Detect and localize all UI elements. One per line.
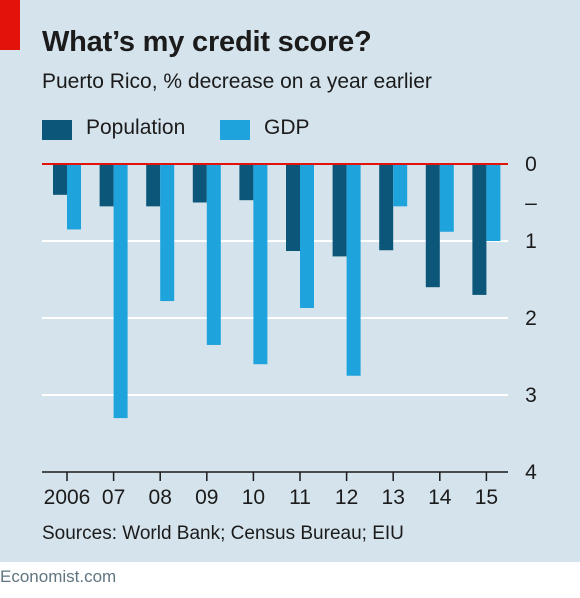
source-note: Sources: World Bank; Census Bureau; EIU (42, 523, 404, 544)
bar-population-13 (379, 164, 394, 251)
x-tick-label-07: 07 (102, 486, 125, 509)
x-tick-label-09: 09 (195, 486, 218, 509)
bar-gdp-09 (206, 164, 221, 345)
x-tick-label-15: 15 (475, 486, 498, 509)
bar-population-15 (472, 164, 487, 295)
bar-gdp-2006 (67, 164, 81, 230)
bar-gdp-12 (346, 164, 361, 376)
bar-population-07 (99, 164, 114, 207)
x-tick-label-14: 14 (428, 486, 452, 509)
x-tick-label-08: 08 (149, 486, 172, 509)
y-tick-label-1: 1 (525, 230, 537, 253)
chart-title: What’s my credit score? (42, 26, 372, 58)
x-tick-label-10: 10 (242, 486, 265, 509)
legend-label-population: Population (86, 116, 186, 139)
brand-tag (0, 0, 20, 50)
bar-population-10 (239, 164, 254, 201)
bar-population-08 (146, 164, 161, 207)
legend-label-gdp: GDP (264, 116, 310, 139)
bar-population-2006 (53, 164, 67, 195)
footer-credit: Economist.com (0, 567, 117, 586)
y-tick-label-4: 4 (525, 461, 537, 484)
legend-swatch-population (42, 120, 72, 140)
x-tick-label-12: 12 (335, 486, 358, 509)
y-tick-label-2: 2 (525, 307, 537, 330)
bar-population-12 (332, 164, 347, 257)
x-tick-label-11: 11 (289, 486, 311, 509)
bar-gdp-14 (439, 164, 454, 232)
bar-population-11 (286, 164, 300, 252)
legend-swatch-gdp (220, 120, 250, 140)
x-tick-label-13: 13 (382, 486, 405, 509)
y-tick-label-0.5: – (525, 192, 537, 215)
bar-gdp-13 (393, 164, 408, 207)
chart-subtitle: Puerto Rico, % decrease on a year earlie… (42, 70, 432, 93)
bar-gdp-07 (113, 164, 128, 419)
bar-gdp-10 (253, 164, 268, 365)
y-tick-label-3: 3 (525, 384, 537, 407)
bar-gdp-11 (300, 164, 314, 308)
bar-gdp-15 (486, 164, 501, 241)
bar-population-14 (425, 164, 440, 288)
bar-population-09 (192, 164, 207, 203)
bar-gdp-08 (160, 164, 175, 302)
x-tick-label-2006: 2006 (44, 486, 91, 509)
y-tick-label-0: 0 (525, 153, 537, 176)
